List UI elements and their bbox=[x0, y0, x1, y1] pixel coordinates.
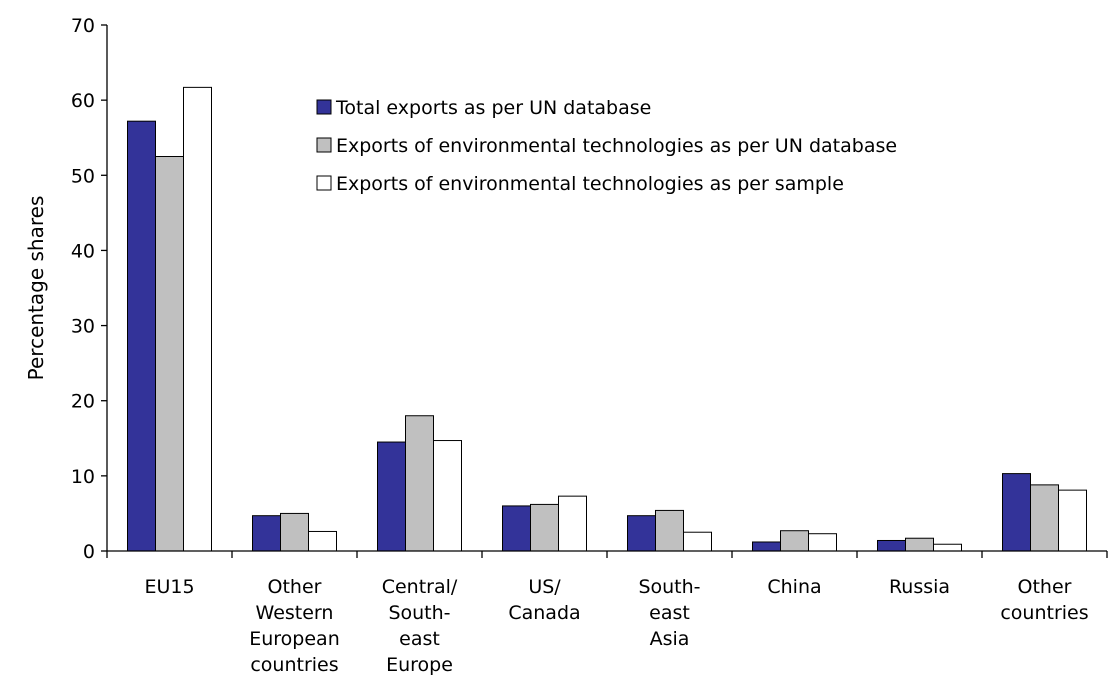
y-axis-title: Percentage shares bbox=[24, 196, 48, 381]
bar-other-countries-series-1 bbox=[1002, 473, 1031, 552]
y-tick-label: 10 bbox=[71, 466, 95, 488]
legend: Total exports as per UN database Exports … bbox=[316, 97, 897, 195]
bar-south-east-asia-series-2 bbox=[655, 509, 684, 552]
category-label: Russia bbox=[889, 576, 950, 598]
legend-label-1: Total exports as per UN database bbox=[335, 97, 651, 119]
bar-south-east-asia-series-1 bbox=[627, 515, 656, 552]
category-label: Other Western European countries bbox=[249, 576, 340, 676]
bar-central-south-east-europe-series-1 bbox=[377, 441, 406, 552]
bars-layer bbox=[127, 86, 1087, 552]
bar-eu15-series-3 bbox=[183, 86, 212, 552]
bar-central-south-east-europe-series-3 bbox=[433, 440, 462, 552]
bar-china-series-1 bbox=[752, 541, 781, 552]
y-tick-label: 40 bbox=[71, 240, 95, 262]
bar-russia-series-3 bbox=[933, 543, 962, 552]
bar-china-series-3 bbox=[808, 533, 837, 552]
bar-russia-series-2 bbox=[905, 537, 934, 552]
bar-other-western-european-countries-series-3 bbox=[308, 530, 337, 552]
bar-eu15-series-2 bbox=[155, 156, 184, 552]
bar-other-western-european-countries-series-1 bbox=[252, 515, 281, 552]
bar-south-east-asia-series-3 bbox=[683, 531, 712, 552]
y-tick-label: 30 bbox=[71, 316, 95, 338]
bar-us-canada-series-2 bbox=[530, 503, 559, 552]
bar-eu15-series-1 bbox=[127, 120, 156, 552]
category-label: South-east Asia bbox=[638, 576, 700, 650]
legend-swatch-3 bbox=[316, 175, 332, 191]
category-label: US/Canada bbox=[508, 576, 580, 624]
y-tick-label: 70 bbox=[71, 15, 95, 37]
y-tick-label: 60 bbox=[71, 90, 95, 112]
category-label: China bbox=[767, 576, 821, 598]
bar-russia-series-1 bbox=[877, 539, 906, 552]
y-tick-label: 20 bbox=[71, 391, 95, 413]
legend-label-2: Exports of environmental technologies as… bbox=[336, 135, 897, 157]
bar-other-countries-series-2 bbox=[1030, 484, 1059, 552]
bar-china-series-2 bbox=[780, 530, 809, 552]
category-label: EU15 bbox=[144, 576, 194, 598]
bar-other-western-european-countries-series-2 bbox=[280, 512, 309, 552]
y-tick-label: 50 bbox=[71, 165, 95, 187]
category-label: Other countries bbox=[1000, 576, 1088, 624]
y-tick-label: 0 bbox=[83, 541, 95, 563]
legend-swatch-2 bbox=[316, 137, 332, 153]
axes-layer: 0 10 20 30 40 50 60 70 EU15 Other Western European c… bbox=[71, 15, 1108, 676]
legend-label-3: Exports of environmental technologies as… bbox=[336, 173, 844, 195]
legend-swatch-1 bbox=[316, 99, 332, 115]
bar-other-countries-series-3 bbox=[1058, 489, 1087, 552]
bar-central-south-east-europe-series-2 bbox=[405, 415, 434, 552]
category-label: Central/South-east Europe bbox=[382, 576, 458, 676]
bar-us-canada-series-1 bbox=[502, 505, 531, 552]
bar-us-canada-series-3 bbox=[558, 495, 587, 552]
